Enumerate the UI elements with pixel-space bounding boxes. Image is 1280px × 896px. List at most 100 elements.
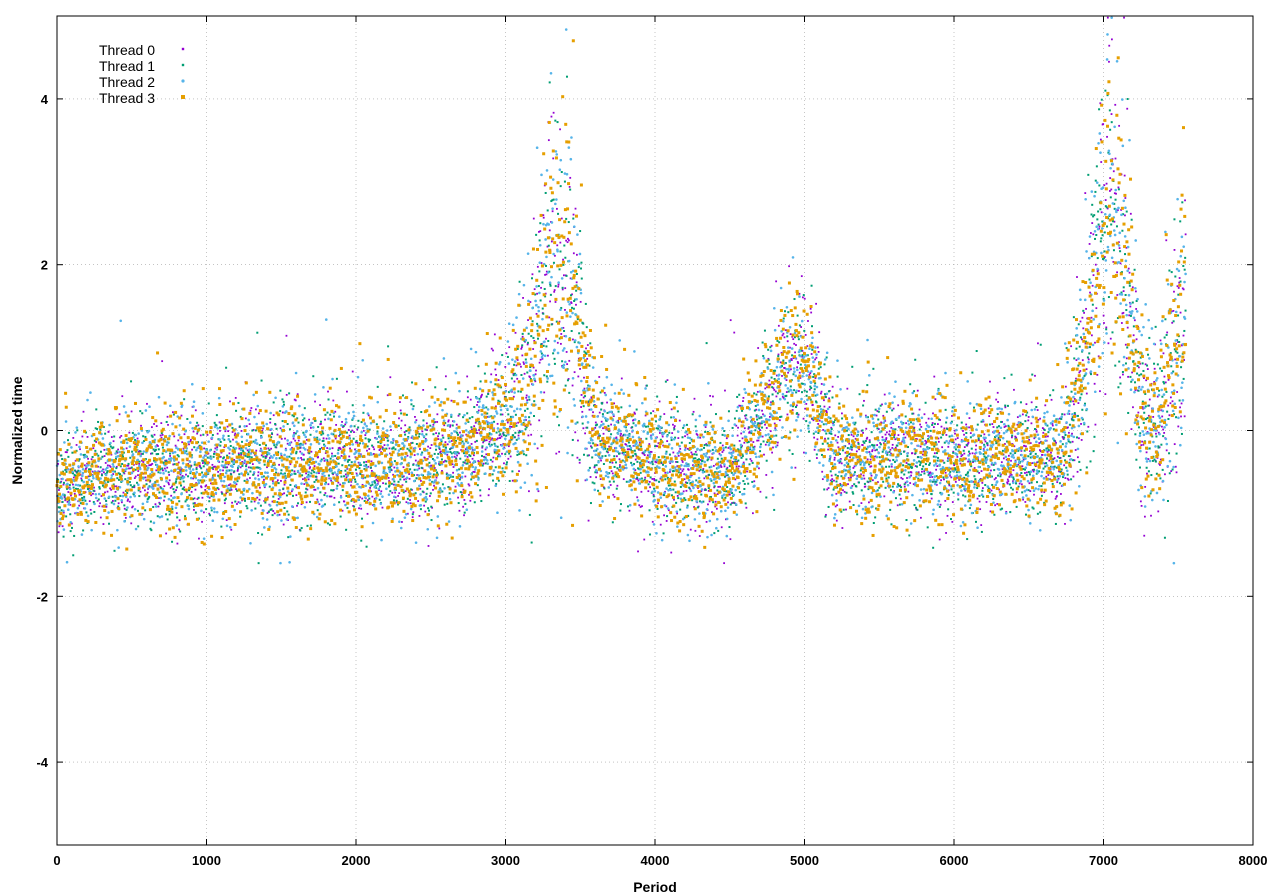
data-point [118,413,121,416]
data-point [1095,165,1098,168]
data-point [902,433,905,436]
data-point [503,462,505,465]
data-point [1126,98,1129,101]
data-point [226,466,228,469]
data-point [82,529,85,532]
data-point [943,478,945,481]
data-point [457,502,460,505]
data-point [753,445,756,448]
data-point [887,476,890,479]
data-point [833,458,836,461]
data-point [875,507,878,510]
data-point [607,451,609,454]
data-point [392,473,395,476]
data-point [385,472,388,475]
data-point [419,448,421,450]
data-point [876,444,879,446]
data-point [80,419,83,422]
data-point [1137,389,1140,392]
data-point [214,447,217,450]
data-point [757,439,760,442]
data-point [172,488,175,491]
data-point [420,411,423,414]
data-point [417,500,420,502]
data-point [743,427,746,430]
data-point [308,418,311,421]
data-point [525,426,528,429]
data-point [331,472,334,475]
data-point [1146,368,1149,370]
data-point [540,286,542,289]
data-point [964,473,967,476]
data-point [74,459,77,462]
data-point [169,452,172,455]
data-point [181,441,184,444]
data-point [817,432,820,435]
data-point [1110,121,1113,124]
data-point [498,434,501,437]
data-point [633,449,636,452]
data-point [117,472,120,475]
data-point [599,391,602,394]
data-point [350,430,353,433]
data-point [820,390,823,393]
data-point [962,449,965,452]
data-point [468,484,471,487]
data-point [67,491,70,493]
data-point [505,463,508,466]
data-point [336,484,339,487]
data-point [675,501,678,504]
data-point [1021,423,1024,426]
data-point [813,373,816,376]
data-point [899,497,902,500]
data-point [1105,326,1108,329]
data-point [115,467,118,470]
data-point [891,446,894,449]
data-point [462,461,465,464]
data-point [556,415,559,418]
data-point [1090,232,1092,234]
data-point [294,472,297,475]
data-point [781,395,784,398]
data-point [203,460,206,463]
data-point [406,512,409,515]
data-point [195,466,198,469]
data-point [146,430,149,433]
data-point [627,423,630,426]
data-point [430,444,433,446]
data-point [511,470,514,473]
data-point [1082,327,1085,330]
data-point [1078,460,1081,463]
data-point [456,431,459,434]
data-point [178,528,181,531]
data-point [579,399,582,402]
data-point [205,484,208,487]
data-point [205,508,208,511]
data-point [430,519,433,522]
data-point [738,393,741,396]
data-point [534,293,537,296]
data-point [1030,481,1033,484]
data-point [1016,423,1019,426]
data-point [649,486,651,489]
data-point [1030,401,1033,404]
data-point [121,395,124,398]
data-point [921,470,923,473]
data-point [378,489,380,491]
data-point [204,485,207,488]
data-point [447,419,450,422]
data-point [973,467,976,469]
data-point [165,532,168,535]
data-point [1131,371,1134,374]
data-point [433,484,435,487]
data-point [536,322,539,325]
data-point [963,452,966,455]
data-point [897,483,900,486]
data-point [734,458,737,461]
data-point [954,448,957,451]
data-point [558,424,561,427]
data-point [354,441,357,444]
data-point [990,463,993,466]
data-point [345,494,348,497]
data-point [996,474,999,477]
